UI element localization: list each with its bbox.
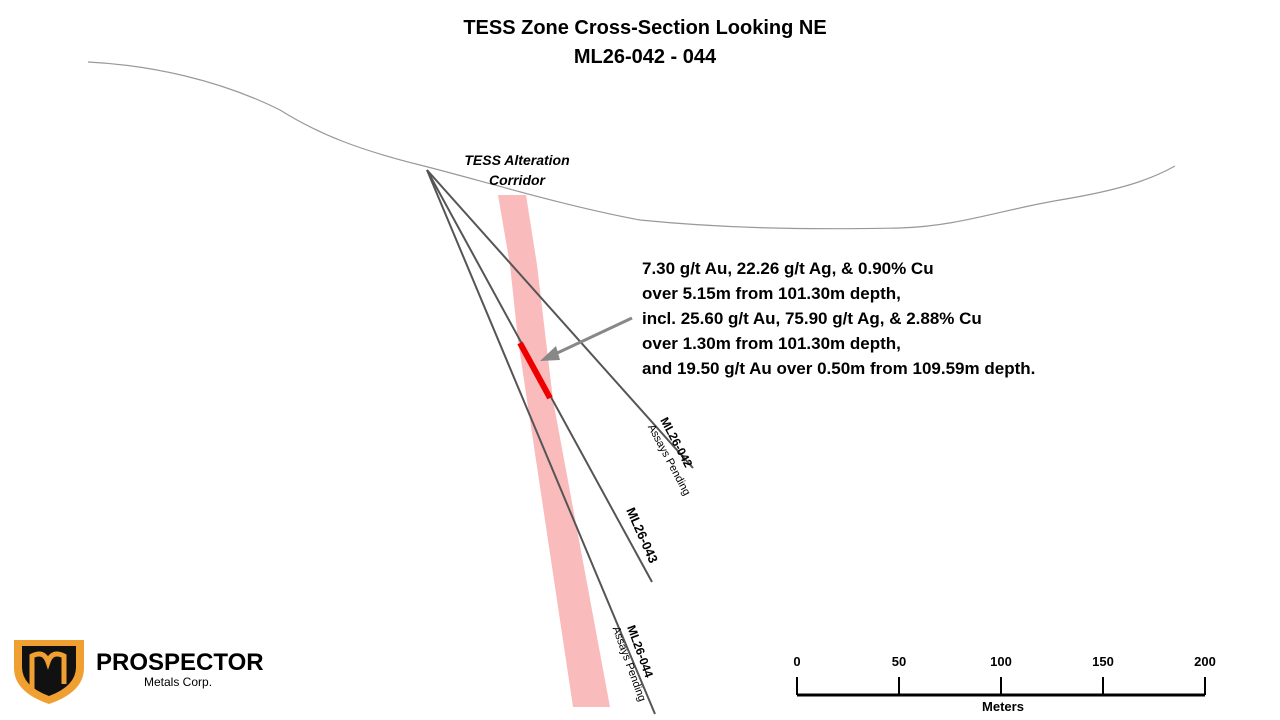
scale-tick-label: 150 (1092, 654, 1114, 669)
subtitle: ML26-042 - 044 (574, 46, 717, 68)
alteration-corridor (498, 195, 610, 707)
scale-unit: Meters (982, 699, 1024, 714)
logo-name: PROSPECTOR (96, 649, 264, 676)
scale-tick-label: 50 (892, 654, 906, 669)
intercept (517, 341, 553, 400)
arrow-head (540, 346, 560, 361)
annotation-line: incl. 25.60 g/t Au, 75.90 g/t Ag, & 2.88… (642, 309, 982, 328)
arrow-shaft (552, 316, 633, 357)
corridor-label: Corridor (489, 172, 547, 188)
annotation-line: over 5.15m from 101.30m depth, (642, 284, 901, 303)
annotation-line: 7.30 g/t Au, 22.26 g/t Ag, & 0.90% Cu (642, 259, 934, 278)
annotation-line: over 1.30m from 101.30m depth, (642, 334, 901, 353)
hole-label: ML26-043 (623, 505, 661, 565)
scale-tick-label: 100 (990, 654, 1012, 669)
drill-hole (426, 169, 656, 715)
scale-tick-label: 0 (793, 654, 800, 669)
annotation-line: and 19.50 g/t Au over 0.50m from 109.59m… (642, 359, 1035, 378)
corridor-label: TESS Alteration (464, 152, 569, 168)
logo: PROSPECTOR Metals Corp. (14, 640, 264, 704)
topography (87, 61, 1176, 230)
scale-bar: Meters 0 50 100 150 200 (793, 654, 1215, 714)
scale-tick-label: 200 (1194, 654, 1216, 669)
drill-hole (426, 169, 694, 469)
logo-sub: Metals Corp. (144, 675, 212, 689)
title: TESS Zone Cross-Section Looking NE (463, 17, 826, 39)
